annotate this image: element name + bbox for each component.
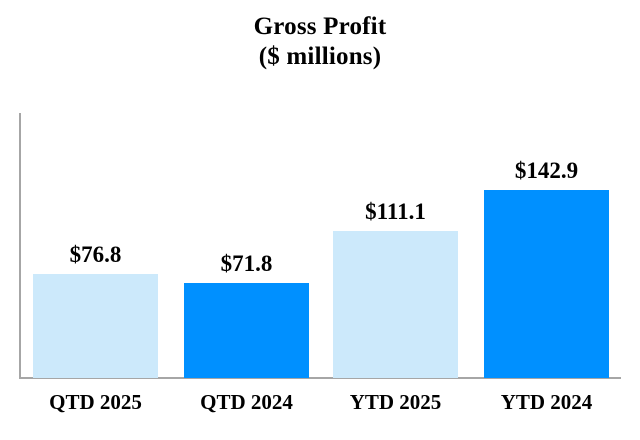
bar-3[interactable] <box>484 190 609 378</box>
bar-value-label-2: $111.1 <box>365 199 426 224</box>
chart-title: Gross Profit <box>253 13 387 40</box>
bar-group-3: $142.9 <box>484 159 609 378</box>
category-label-3: YTD 2024 <box>500 390 593 414</box>
chart-title-block: Gross Profit ($ millions) <box>0 12 640 72</box>
category-label-2: YTD 2025 <box>349 390 442 414</box>
bar-0[interactable] <box>33 274 158 378</box>
bar-value-label-3: $142.9 <box>514 158 579 183</box>
chart-subtitle: ($ millions) <box>258 43 382 70</box>
bar-group-1: $71.8 <box>184 252 309 378</box>
bar-group-2: $111.1 <box>333 200 458 378</box>
bar-2[interactable] <box>333 231 458 378</box>
bar-value-label-0: $76.8 <box>69 242 122 267</box>
bar-group-0: $76.8 <box>33 243 158 378</box>
x-axis-line <box>19 377 621 379</box>
bar-value-label-1: $71.8 <box>220 251 273 276</box>
y-axis-line <box>19 113 21 378</box>
category-label-0: QTD 2025 <box>49 390 142 414</box>
bar-1[interactable] <box>184 283 309 378</box>
category-label-1: QTD 2024 <box>200 390 293 414</box>
